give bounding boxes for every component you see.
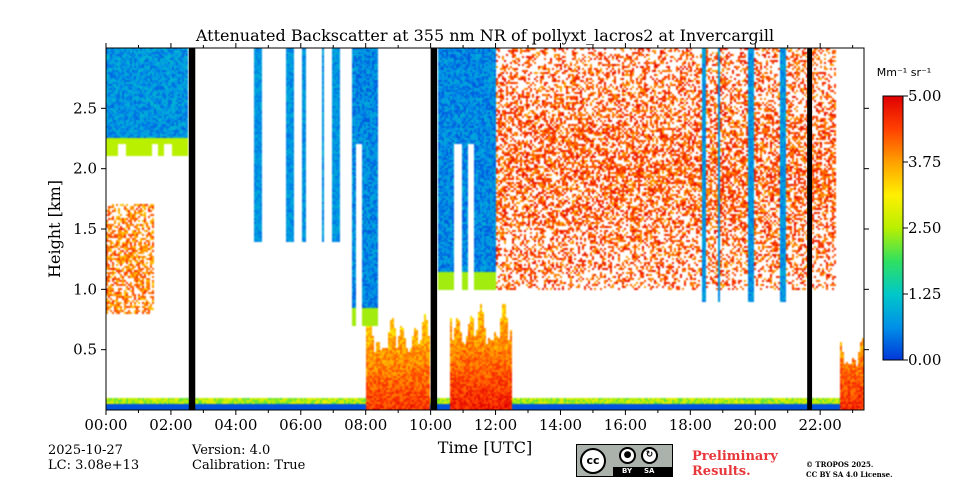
x-axis: 00:00 02:00 04:00 06:00 08:00 10:00 12:00 14:00… bbox=[84, 43, 854, 434]
heatmap-image bbox=[106, 48, 864, 410]
cc-badge-sa-label: SA bbox=[644, 467, 655, 475]
cc-badge-bar bbox=[613, 467, 672, 476]
colorbar-tick-label: 2.50 bbox=[908, 219, 941, 237]
no-data-gap bbox=[807, 48, 813, 410]
no-data-gap bbox=[430, 48, 438, 410]
y-tick-label: 1.5 bbox=[73, 220, 97, 238]
x-tick-label: 02:00 bbox=[149, 416, 192, 434]
x-tick-label: 06:00 bbox=[279, 416, 322, 434]
footer-calibration: Calibration: True bbox=[192, 458, 306, 473]
y-axis-label: Height [km] bbox=[45, 180, 64, 278]
footer-lc: LC: 3.08e+13 bbox=[48, 458, 140, 473]
x-tick-label: 20:00 bbox=[734, 416, 777, 434]
colorbar-tick-label: 0.00 bbox=[908, 351, 941, 369]
cc-license-badge: cc ● ↻ BY SA bbox=[576, 444, 673, 477]
chart-title: Attenuated Backscatter at 355 nm NR of p… bbox=[195, 26, 774, 45]
x-tick-label: 18:00 bbox=[669, 416, 712, 434]
x-tick-label: 00:00 bbox=[84, 416, 127, 434]
x-axis-label: Time [UTC] bbox=[438, 438, 532, 457]
license-line-2: CC BY SA 4.0 License. bbox=[806, 470, 893, 479]
colorbar-tick-label: 1.25 bbox=[908, 285, 941, 303]
no-data-gaps bbox=[188, 48, 813, 410]
x-tick-label: 08:00 bbox=[344, 416, 387, 434]
cc-badge-by-label: BY bbox=[622, 467, 633, 475]
preliminary-line-1: Preliminary bbox=[692, 449, 778, 464]
y-tick-label: 2.5 bbox=[73, 99, 97, 117]
x-tick-label: 22:00 bbox=[799, 416, 842, 434]
y-tick-label: 2.0 bbox=[73, 160, 97, 178]
y-tick-label: 1.0 bbox=[73, 280, 97, 298]
y-axis: 0.5 1.0 1.5 2.0 2.5 bbox=[73, 99, 869, 359]
x-tick-label: 10:00 bbox=[409, 416, 452, 434]
colorbar-tick-label: 5.00 bbox=[908, 87, 941, 105]
x-tick-label: 14:00 bbox=[539, 416, 582, 434]
x-tick-label: 16:00 bbox=[604, 416, 647, 434]
colorbar-tick-label: 3.75 bbox=[908, 153, 941, 171]
colorbar-unit-label: Mm⁻¹ sr⁻¹ bbox=[877, 66, 931, 79]
y-tick-label: 0.5 bbox=[73, 341, 97, 359]
no-data-gap bbox=[188, 48, 196, 410]
x-tick-label: 12:00 bbox=[474, 416, 517, 434]
sa-share-icon: ↻ bbox=[641, 447, 658, 464]
license-line-1: © TROPOS 2025. bbox=[806, 460, 874, 469]
footer-date-block: 2025-10-27 LC: 3.08e+13 bbox=[48, 443, 139, 473]
footer-version: Version: 4.0 bbox=[192, 443, 271, 458]
preliminary-results-note: Preliminary Results. bbox=[692, 449, 778, 479]
by-person-icon: ● bbox=[619, 447, 636, 464]
cc-icon: cc bbox=[580, 448, 606, 474]
preliminary-line-2: Results. bbox=[692, 464, 751, 479]
colorbar-gradient bbox=[882, 95, 904, 361]
license-note: © TROPOS 2025. CC BY SA 4.0 License. bbox=[806, 460, 893, 480]
footer-date: 2025-10-27 bbox=[48, 443, 123, 458]
colorbar: Mm⁻¹ sr⁻¹ 0.00 1.25 2.50 3.75 5.00 bbox=[877, 66, 942, 369]
x-tick-label: 04:00 bbox=[214, 416, 257, 434]
footer-version-block: Version: 4.0 Calibration: True bbox=[192, 443, 305, 473]
